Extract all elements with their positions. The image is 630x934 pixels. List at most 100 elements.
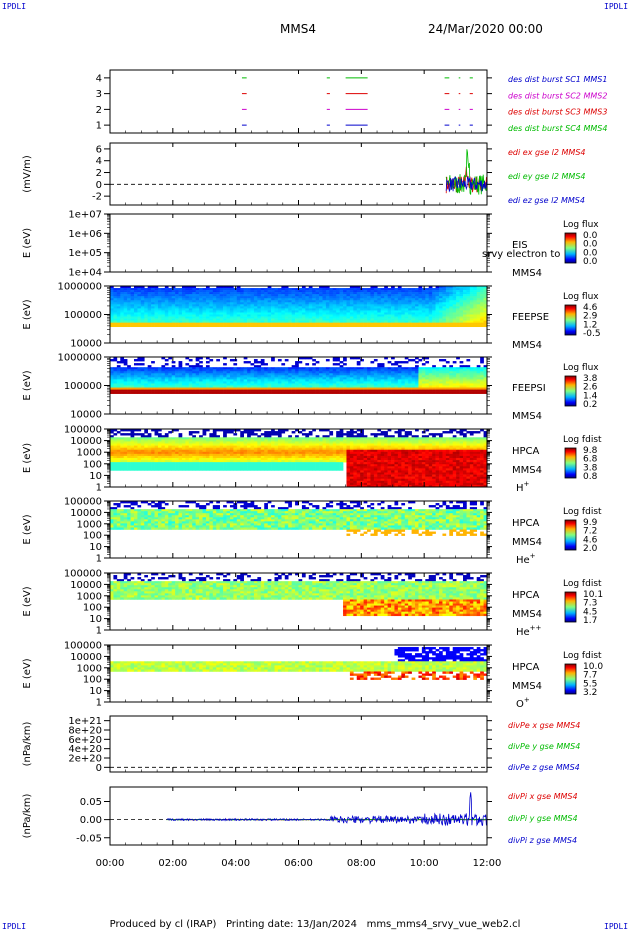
spectrogram-cell [284,290,289,293]
spectrogram-cell [312,310,316,313]
spectrogram-cell [147,455,152,459]
spectrogram-cell [188,324,193,328]
spectrogram-cell [267,389,272,392]
spectrogram-cell [233,464,238,467]
spectrogram-cell [449,391,454,394]
spectrogram-cell [133,443,138,446]
spectrogram-cell [192,453,196,457]
spectrogram-cell [343,385,347,388]
spectrogram-cell [445,298,450,301]
spectrogram-cell [274,296,279,299]
spectrogram-cell [185,453,190,457]
spectrogram-cell [147,439,152,442]
spectrogram-cell [233,310,238,313]
spectrogram-cell [151,389,155,392]
spectrogram-cell [277,304,282,307]
spectrogram-cell [116,441,121,444]
spectrogram-cell [161,296,166,299]
spectrogram-cell [473,320,478,323]
spectrogram-cell [384,300,388,303]
spectrogram-cell [219,460,224,463]
spectrogram-cell [130,435,135,438]
spectrogram-cell [195,451,200,455]
spectrogram-cell [418,286,423,289]
spectrogram-cell [301,371,306,374]
y-tick-label: 2 [96,105,102,116]
spectrogram-cell [391,296,395,299]
spectrogram-cell [277,389,282,392]
spectrogram-cell [291,371,296,374]
spectrogram-cell [260,367,265,370]
spectrogram-cell [116,387,121,390]
spectrogram-cell [432,324,436,328]
spectrogram-cell [171,373,176,376]
spectrogram-cell [250,292,255,295]
spectrogram-cell [308,292,313,295]
spectrogram-cell [387,361,392,364]
spectrogram-cell [452,367,457,370]
spectrogram-cell [140,369,145,372]
spectrogram-cell [110,460,114,463]
spectrogram-cell [130,314,135,317]
spectrogram-cell [236,296,241,299]
spectrogram-cell [250,369,255,372]
spectrogram-cell [219,324,224,328]
spectrogram-cell [199,308,203,311]
spectrogram-cell [140,310,145,313]
spectrogram-cell [483,286,488,289]
spectrogram-cell [319,387,323,390]
spectrogram-cell [439,379,443,382]
spectrogram-cell [168,383,172,386]
spectrogram-cell [277,369,282,372]
spectrogram-cell [264,294,268,297]
spectrogram-cell [432,379,436,382]
spectrogram-cell [325,310,330,313]
spectrogram-cell [353,316,358,319]
spectrogram-cell [257,320,262,323]
spectrogram-cell [377,363,382,366]
spectrogram-cell [229,308,234,311]
spectrogram-cell [147,322,152,325]
spectrogram-cell [113,437,118,440]
spectrogram-cell [421,383,426,386]
spectrogram-cell [476,367,481,370]
spectrogram-cell [315,306,320,309]
spectrogram-cell [329,375,334,378]
spectrogram-cell [120,391,125,394]
spectrogram-cell [415,290,419,293]
spectrogram-cell [236,306,241,309]
spectrogram-cell [428,304,433,307]
spectrogram-cell [181,387,186,390]
spectrogram-cell [147,447,152,451]
spectrogram-cell [346,324,351,328]
spectrogram-cell [164,377,169,380]
spectrogram-cell [408,300,412,303]
spectrogram-cell [250,445,255,448]
spectrogram-cell [233,451,238,455]
spectrogram-cell [312,324,316,328]
spectrogram-cell [130,429,135,432]
spectrogram-cell [161,437,166,440]
spectrogram-cell [367,377,371,380]
spectrogram-cell [130,460,135,463]
spectrogram-cell [110,322,114,325]
spectrogram-cell [456,314,460,317]
spectrogram-cell [147,441,152,444]
spectrogram-cell [188,441,193,444]
spectrogram-cell [116,458,121,461]
spectrogram-cell [127,365,131,368]
spectrogram-cell [377,387,382,390]
spectrogram-cell [363,314,368,317]
spectrogram-cell [264,389,268,392]
spectrogram-cell [353,310,358,313]
spectrogram-cell [463,322,467,325]
spectrogram-cell [449,308,454,311]
spectrogram-cell [243,447,248,451]
spectrogram-cell [223,449,227,453]
spectrogram-cell [253,379,258,382]
spectrogram-cell [332,371,337,374]
spectrogram-cell [212,367,217,370]
spectrogram-cell [202,381,207,384]
spectrogram-cell [147,320,152,323]
spectrogram-cell [175,437,179,440]
